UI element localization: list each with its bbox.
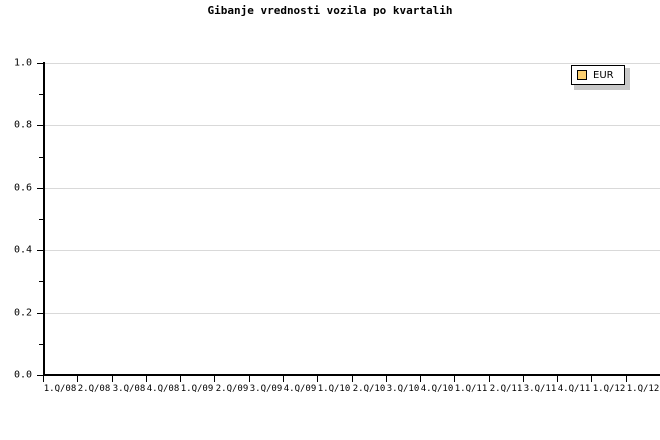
y-axis-label: 0.4 [13,244,32,256]
gridline [43,250,660,251]
x-axis-label: 2.Q/10 [352,384,386,394]
x-axis-label: 3.Q/10 [386,384,420,394]
y-axis-tick [37,188,43,189]
chart-legend[interactable]: EUR [571,65,625,85]
x-axis-tick [146,376,147,382]
x-axis-label: 2.Q/08 [77,384,111,394]
x-axis-label: 1.Q/11 [454,384,488,394]
x-axis-label: 4.Q/11 [557,384,591,394]
x-axis-tick [420,376,421,382]
y-axis-tick [37,313,43,314]
gridline [43,125,660,126]
y-axis-line [43,62,45,376]
x-axis-tick [283,376,284,382]
y-axis-tick [37,63,43,64]
x-axis-tick [214,376,215,382]
y-axis-label: 0.8 [13,119,32,131]
y-axis-tick [37,250,43,251]
x-axis-label: 1.Q/12 [626,384,660,394]
x-axis-label: 4.Q/08 [146,384,180,394]
x-axis-tick [352,376,353,382]
y-axis-minor-tick [39,94,43,95]
x-axis-tick [249,376,250,382]
legend-label: EUR [593,69,614,81]
y-axis-label: 0.0 [13,369,32,381]
x-axis-tick [591,376,592,382]
y-axis-tick [37,125,43,126]
y-axis-tick [37,375,43,376]
x-axis-tick [489,376,490,382]
gridline [43,188,660,189]
x-axis-tick [77,376,78,382]
y-axis-label: 0.6 [13,182,32,194]
legend-swatch-icon [577,70,587,80]
x-axis-label: 1.Q/08 [43,384,77,394]
y-axis-minor-tick [39,344,43,345]
x-axis-tick [180,376,181,382]
plot-area [43,63,660,376]
chart-title: Gibanje vrednosti vozila po kvartalih [207,4,453,17]
x-axis-label: 3.Q/08 [112,384,146,394]
x-axis-label: 2.Q/11 [489,384,523,394]
y-axis-minor-tick [39,281,43,282]
x-axis-label: 3.Q/11 [523,384,557,394]
y-axis-minor-tick [39,219,43,220]
x-axis-line [43,374,660,376]
x-axis-label: 4.Q/09 [283,384,317,394]
y-axis-label: 0.2 [13,307,32,319]
x-axis-tick [317,376,318,382]
gridline [43,63,660,64]
x-axis-tick [523,376,524,382]
x-axis-label: 3.Q/09 [249,384,283,394]
x-axis-label: 2.Q/09 [215,384,249,394]
x-axis-tick [112,376,113,382]
x-axis-tick [626,376,627,382]
x-axis-label: 1.Q/12 [592,384,626,394]
x-axis-tick [557,376,558,382]
x-axis-label: 1.Q/09 [180,384,214,394]
x-axis-tick [454,376,455,382]
y-axis-minor-tick [39,157,43,158]
x-axis-label: 4.Q/10 [420,384,454,394]
x-axis-tick [386,376,387,382]
x-axis-tick [43,376,44,382]
x-axis-label: 1.Q/10 [317,384,351,394]
y-axis: 0.0 0.2 0.4 0.6 0.8 1.0 [0,0,43,440]
y-axis-label: 1.0 [13,57,32,69]
gridline [43,313,660,314]
